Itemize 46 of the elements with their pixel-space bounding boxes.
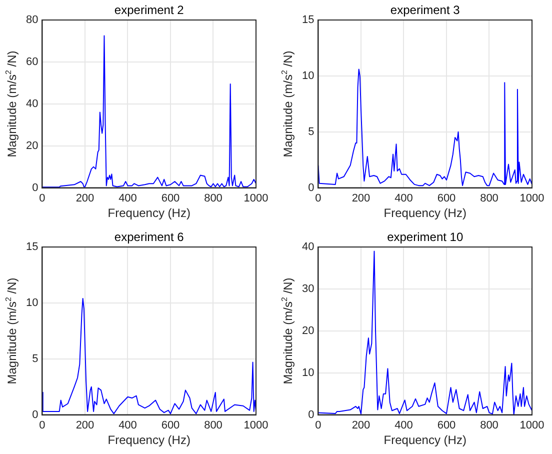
x-tick-label: 1000: [520, 192, 544, 204]
y-tick-label: 10: [302, 366, 314, 379]
x-tick-label: 1000: [244, 192, 268, 204]
chart-title: experiment 3: [390, 3, 460, 17]
y-tick-label: 40: [26, 98, 38, 110]
x-tick-label: 400: [394, 192, 413, 204]
x-axis-title: Frequency (Hz): [108, 206, 190, 220]
y-tick-label: 80: [26, 14, 38, 26]
y-tick-label: 10: [302, 70, 314, 82]
y-tick-label: 0: [32, 182, 38, 194]
x-axis-title: Frequency (Hz): [384, 432, 466, 447]
x-tick-label: 1000: [520, 419, 544, 432]
x-tick-label: 200: [352, 419, 370, 432]
y-tick-label: 0: [308, 182, 314, 194]
y-tick-label: 10: [26, 296, 38, 309]
y-tick-label: 60: [26, 56, 38, 68]
x-tick-label: 600: [437, 419, 456, 432]
x-tick-label: 600: [161, 419, 180, 432]
x-tick-label: 200: [76, 192, 94, 204]
x-tick-label: 400: [118, 192, 137, 204]
x-tick-label: 800: [204, 192, 222, 204]
y-tick-label: 20: [26, 140, 38, 152]
x-axis-title: Frequency (Hz): [108, 432, 190, 447]
y-tick-label: 5: [308, 126, 314, 138]
x-tick-label: 600: [437, 192, 456, 204]
chart-title: experiment 2: [114, 3, 184, 17]
y-tick-label: 15: [302, 14, 314, 26]
chart-title: experiment 6: [114, 230, 184, 244]
x-tick-label: 600: [161, 192, 180, 204]
x-tick-label: 800: [480, 192, 498, 204]
y-tick-label: 0: [32, 408, 38, 421]
y-tick-label: 5: [32, 352, 38, 365]
y-tick-label: 40: [302, 241, 314, 254]
x-tick-label: 800: [480, 419, 498, 432]
x-axis-title: Frequency (Hz): [384, 206, 466, 220]
x-tick-label: 800: [204, 419, 222, 432]
y-tick-label: 0: [308, 408, 314, 421]
x-tick-label: 200: [352, 192, 370, 204]
x-tick-label: 1000: [244, 419, 268, 432]
chart-title: experiment 10: [387, 230, 464, 244]
y-tick-label: 20: [302, 324, 314, 337]
y-tick-label: 30: [302, 282, 314, 295]
x-tick-label: 200: [76, 419, 94, 432]
y-tick-label: 15: [26, 241, 38, 254]
x-tick-label: 400: [394, 419, 413, 432]
x-tick-label: 400: [118, 419, 137, 432]
